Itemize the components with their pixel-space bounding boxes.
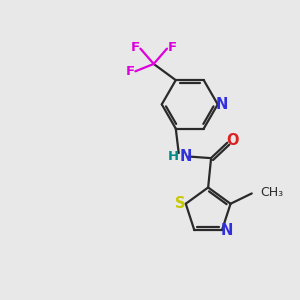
Text: F: F — [168, 41, 177, 54]
Text: O: O — [226, 134, 238, 148]
Text: F: F — [130, 41, 140, 54]
Text: F: F — [126, 65, 135, 78]
Text: H: H — [168, 150, 179, 163]
Text: N: N — [215, 97, 228, 112]
Text: N: N — [179, 149, 192, 164]
Text: CH₃: CH₃ — [260, 186, 283, 199]
Text: N: N — [221, 224, 233, 238]
Text: S: S — [175, 196, 186, 211]
